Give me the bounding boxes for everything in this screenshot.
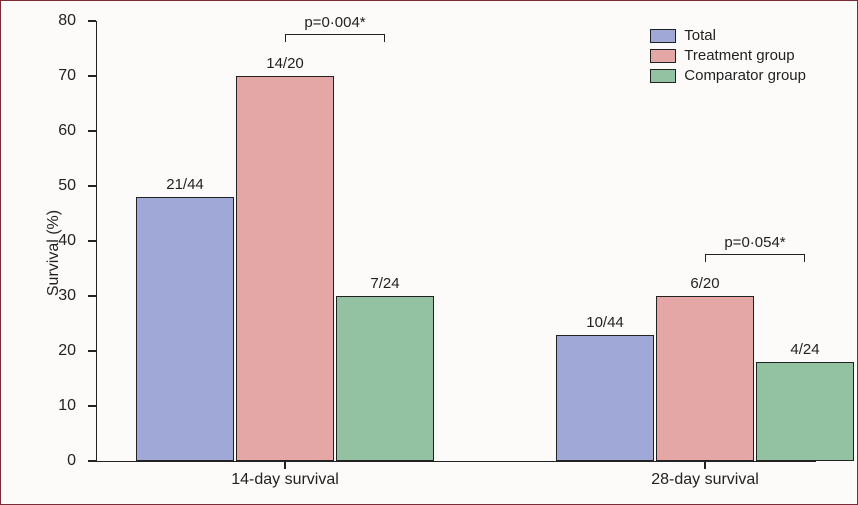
y-tick [88,295,96,296]
bar-annotation: 4/24 [790,341,819,358]
plot-area: 0102030405060708021/4414/207/2414-day su… [96,21,816,461]
y-tick-label: 20 [58,342,76,360]
y-tick [88,75,96,76]
bar-comparator [336,296,434,461]
bar-comparator [756,362,854,461]
x-tick [284,461,285,469]
y-tick [88,185,96,186]
y-tick-label: 70 [58,67,76,85]
y-tick [88,405,96,406]
y-tick-label: 0 [67,452,76,470]
legend-label: Total [684,27,716,44]
p-value-bracket [705,254,805,262]
y-tick [88,350,96,351]
legend-item: Comparator group [650,67,806,84]
p-value-label: p=0·054* [724,234,785,251]
bar-annotation: 21/44 [166,176,204,193]
p-value-label: p=0·004* [304,14,365,31]
y-tick-label: 30 [58,287,76,305]
y-tick-label: 80 [58,12,76,30]
y-axis-label: Survival (%) [45,209,63,295]
x-tick [704,461,705,469]
x-axis [96,461,816,462]
legend-label: Comparator group [684,67,806,84]
legend-item: Treatment group [650,47,806,64]
bar-total [556,335,654,462]
y-tick [88,460,96,461]
legend: Total Treatment group Comparator group [650,27,806,87]
bar-annotation: 10/44 [586,314,624,331]
y-tick-label: 40 [58,232,76,250]
x-tick-label: 14-day survival [231,471,339,489]
legend-item: Total [650,27,806,44]
bar-annotation: 6/20 [690,275,719,292]
bar-treatment [656,296,754,461]
y-tick [88,20,96,21]
legend-swatch [650,69,676,83]
p-value-bracket [285,34,385,42]
bar-annotation: 14/20 [266,55,304,72]
y-tick-label: 10 [58,397,76,415]
y-tick-label: 60 [58,122,76,140]
bar-treatment [236,76,334,461]
bar-annotation: 7/24 [370,275,399,292]
x-tick-label: 28-day survival [651,471,759,489]
legend-label: Treatment group [684,47,794,64]
chart-frame: Survival (%) 0 10 20 30 40 50 60 70 80 21/44 14/20… [0,0,858,505]
legend-swatch [650,29,676,43]
y-tick [88,240,96,241]
legend-swatch [650,49,676,63]
y-tick [88,130,96,131]
y-axis [96,21,97,461]
y-tick-label: 50 [58,177,76,195]
bar-total [136,197,234,461]
